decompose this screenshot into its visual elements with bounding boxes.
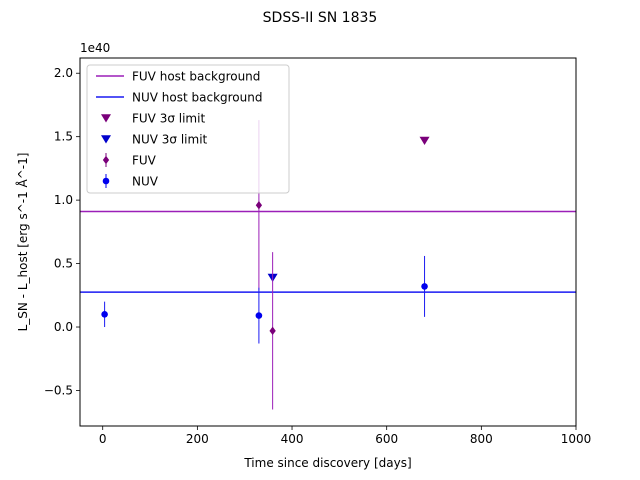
x-tick-label: 1000: [561, 432, 592, 446]
x-tick-label: 400: [281, 432, 304, 446]
x-tick-label: 0: [99, 432, 107, 446]
legend-box: [86, 64, 290, 194]
chart-title: SDSS-II SN 1835: [263, 10, 378, 26]
axes-frame: [79, 57, 577, 427]
y-axis: −0.5 0.0 0.5 1.0 1.5 2.0: [44, 66, 80, 397]
legend-item-nuv: NUV: [102, 174, 159, 189]
nuv-point-2: [421, 283, 428, 290]
legend-label: NUV: [132, 175, 159, 189]
legend-label: FUV host background: [132, 70, 260, 84]
x-axis: 0 200 400 600 800 1000: [99, 426, 591, 446]
legend-label: NUV 3σ limit: [132, 133, 208, 147]
legend-item-nuv-3-limit: NUV 3σ limit: [101, 133, 208, 147]
y-tick-label: 0.0: [54, 320, 73, 334]
fuv-3-limit-marker-0: [419, 136, 430, 145]
y-tick-label: −0.5: [44, 383, 73, 397]
legend-label: FUV 3σ limit: [132, 112, 205, 126]
x-tick-label: 200: [186, 432, 209, 446]
fuv-point-0: [255, 201, 263, 210]
y-tick-label: 1.5: [54, 130, 73, 144]
x-tick-label: 600: [375, 432, 398, 446]
y-tick-label: 1.0: [54, 193, 73, 207]
x-axis-label: Time since discovery [days]: [243, 456, 411, 470]
legend-item-fuv-3-limit: FUV 3σ limit: [101, 112, 205, 126]
y-axis-label: L_SN - L_host [erg s^-1 Å^-1]: [15, 153, 30, 332]
y-tick-label: 2.0: [54, 66, 73, 80]
legend-swatch: [102, 177, 110, 185]
legend-item-nuv-host-background: NUV host background: [96, 91, 262, 105]
legend-swatch: [102, 155, 110, 165]
legend-item-fuv-host-background: FUV host background: [96, 70, 260, 84]
series-layer: [80, 120, 576, 410]
nuv-point-1: [255, 312, 263, 319]
legend-label: FUV: [132, 154, 157, 168]
legend: FUV host background NUV host background FU…: [86, 64, 290, 194]
legend-swatch: [101, 114, 111, 123]
plot-area: [80, 120, 576, 410]
legend-item-fuv: FUV: [102, 153, 157, 168]
x-tick-label: 800: [470, 432, 493, 446]
legend-swatch: [101, 135, 111, 144]
y-offset-label: 1e40: [80, 41, 110, 55]
fuv-point-1: [269, 326, 276, 336]
nuv-point-0: [101, 311, 108, 318]
y-tick-label: 0.5: [54, 257, 73, 271]
legend-label: NUV host background: [132, 91, 262, 105]
